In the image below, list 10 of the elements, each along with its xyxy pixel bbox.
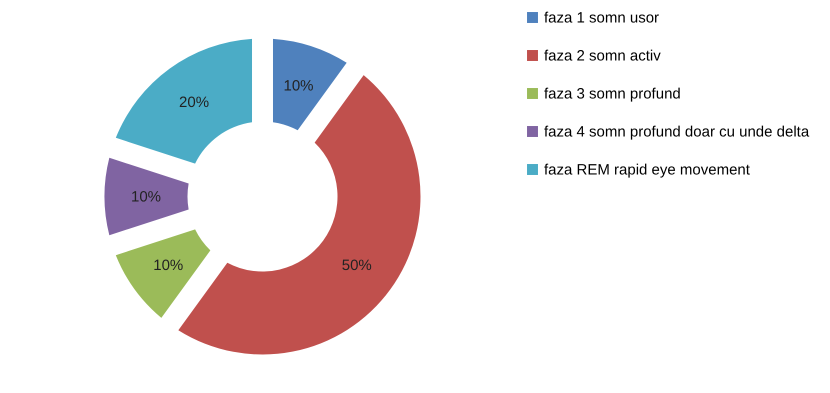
legend-label: faza 2 somn activ (544, 48, 662, 64)
legend-label: faza REM rapid eye movement (544, 162, 751, 178)
legend-label: faza 4 somn profund doar cu unde delta (544, 124, 810, 140)
data-label: 10% (283, 78, 314, 95)
legend-label: faza 3 somn profund (544, 86, 681, 102)
data-label: 10% (153, 256, 184, 274)
legend-label: faza 1 somn usor (544, 10, 660, 26)
data-label: 50% (342, 256, 372, 274)
data-label: 10% (130, 188, 162, 206)
data-label: 20% (179, 94, 210, 112)
